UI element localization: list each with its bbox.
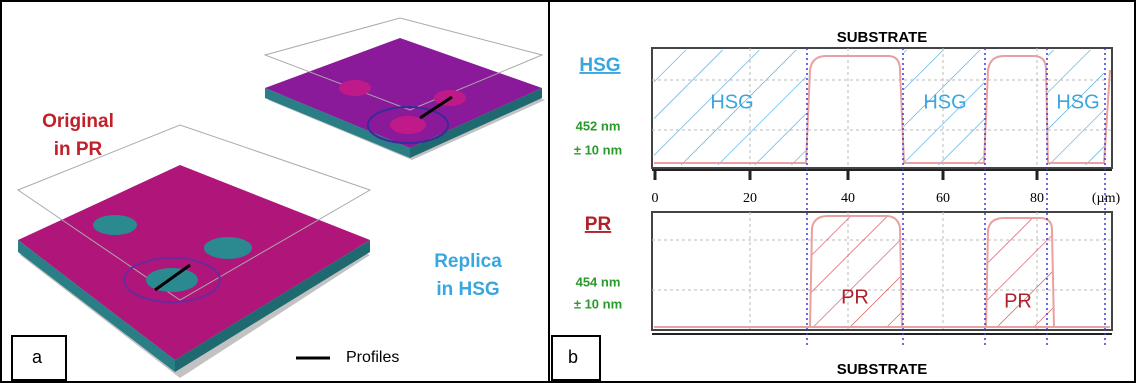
replica-label: in HSG — [436, 279, 499, 300]
region-label: PR — [841, 286, 869, 308]
hsg-plot — [651, 47, 1113, 169]
legend-label: Profiles — [346, 349, 399, 366]
region-label: PR — [1004, 290, 1032, 312]
original-label: Original — [42, 111, 114, 132]
surface-replica — [263, 17, 545, 160]
region-label: HSG — [1056, 91, 1099, 113]
replica-label: Replica — [434, 251, 502, 272]
panel-label: b — [568, 347, 578, 367]
thickness: 454 nm — [576, 274, 621, 289]
x-tick-label: 80 — [1030, 191, 1044, 206]
pr-plot — [651, 211, 1113, 335]
thickness: 452 nm — [576, 118, 621, 133]
panel-label: a — [32, 347, 43, 367]
tolerance: ± 10 nm — [574, 296, 622, 311]
substrate-label: SUBSTRATE — [837, 29, 928, 46]
x-unit: (µm) — [1092, 191, 1121, 206]
axis-ticks — [652, 169, 1112, 180]
substrate-label: SUBSTRATE — [837, 361, 928, 378]
label-box — [551, 335, 601, 381]
plot-title: HSG — [579, 55, 620, 76]
label-box — [11, 335, 67, 381]
x-tick-label: 0 — [652, 191, 659, 206]
x-tick-label: 40 — [841, 191, 855, 206]
x-tick-label: 20 — [743, 191, 757, 206]
tolerance: ± 10 nm — [574, 142, 622, 157]
x-tick-label: 60 — [936, 191, 950, 206]
region-label: HSG — [710, 91, 753, 113]
region-label: HSG — [923, 91, 966, 113]
plot-title: PR — [585, 214, 612, 235]
surface-original — [16, 124, 372, 378]
original-label: in PR — [54, 139, 103, 160]
